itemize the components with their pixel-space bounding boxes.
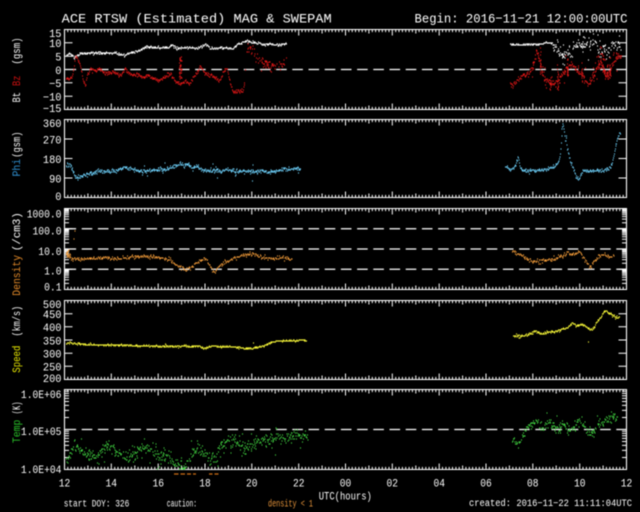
svg-text:04: 04 (433, 478, 445, 490)
svg-text:UTC(hours): UTC(hours) (319, 491, 372, 503)
svg-text:caution:: caution: (167, 498, 197, 510)
svg-text:16: 16 (152, 478, 164, 490)
svg-text:−10: −10 (43, 92, 62, 104)
svg-text:18: 18 (199, 478, 211, 490)
svg-text:02: 02 (387, 478, 399, 490)
svg-text:08: 08 (527, 478, 539, 490)
svg-text:−15: −15 (43, 104, 62, 116)
svg-text:180: 180 (43, 155, 62, 167)
svg-text:0: 0 (55, 66, 61, 78)
svg-text:Speed: Speed (12, 346, 24, 373)
svg-text:22: 22 (293, 478, 305, 490)
svg-text:350: 350 (43, 336, 62, 348)
svg-text:500: 500 (43, 300, 62, 312)
svg-text:density < 1: density < 1 (268, 498, 313, 510)
svg-text:12: 12 (621, 478, 633, 490)
svg-text:Temp: Temp (12, 420, 24, 443)
svg-text:start DOY: 326: start DOY: 326 (64, 499, 130, 510)
svg-text:270: 270 (43, 135, 62, 147)
svg-text:360: 360 (43, 119, 62, 131)
svg-text:0.1: 0.1 (44, 282, 62, 294)
svg-text:(gsm): (gsm) (12, 37, 24, 64)
svg-text:created: 2016−11−22 11:11:04UT: created: 2016−11−22 11:11:04UTC (469, 498, 632, 510)
svg-text:5: 5 (55, 52, 61, 64)
svg-text:ACE RTSW (Estimated) MAG & SWE: ACE RTSW (Estimated) MAG & SWEPAM (62, 11, 332, 26)
svg-text:1000.0: 1000.0 (27, 209, 62, 221)
svg-text:12: 12 (59, 478, 71, 490)
svg-text:0: 0 (55, 192, 61, 204)
svg-text:Phi: Phi (12, 158, 24, 176)
svg-text:90: 90 (49, 174, 61, 186)
svg-text:1.0: 1.0 (44, 267, 61, 279)
svg-text:100.0: 100.0 (33, 227, 62, 239)
svg-text:(/cm3): (/cm3) (12, 212, 24, 251)
svg-text:1.0E+04: 1.0E+04 (21, 465, 62, 477)
svg-text:14: 14 (106, 478, 118, 490)
svg-text:06: 06 (480, 478, 492, 490)
svg-text:Bt: Bt (12, 92, 24, 103)
svg-text:250: 250 (43, 363, 62, 375)
svg-text:20: 20 (246, 478, 258, 490)
svg-text:300: 300 (43, 349, 62, 361)
svg-text:1.0E+05: 1.0E+05 (21, 427, 62, 439)
svg-text:10.0: 10.0 (38, 247, 61, 259)
svg-text:15: 15 (49, 29, 61, 41)
svg-text:(K): (K) (12, 402, 24, 415)
svg-text:Density: Density (12, 255, 24, 296)
svg-text:00: 00 (340, 478, 352, 490)
svg-text:Bz: Bz (12, 76, 24, 87)
svg-text:400: 400 (43, 323, 62, 335)
svg-text:450: 450 (43, 310, 62, 322)
svg-text:10: 10 (49, 39, 61, 51)
svg-text:1.0E+06: 1.0E+06 (21, 390, 62, 402)
svg-text:(gsm): (gsm) (12, 132, 24, 158)
svg-text:(km/s): (km/s) (12, 306, 24, 337)
svg-text:200: 200 (43, 374, 62, 386)
svg-text:−5: −5 (49, 79, 61, 91)
svg-text:Begin: 2016−11−21 12:00:00UTC: Begin: 2016−11−21 12:00:00UTC (415, 11, 628, 26)
svg-text:10: 10 (574, 478, 586, 490)
